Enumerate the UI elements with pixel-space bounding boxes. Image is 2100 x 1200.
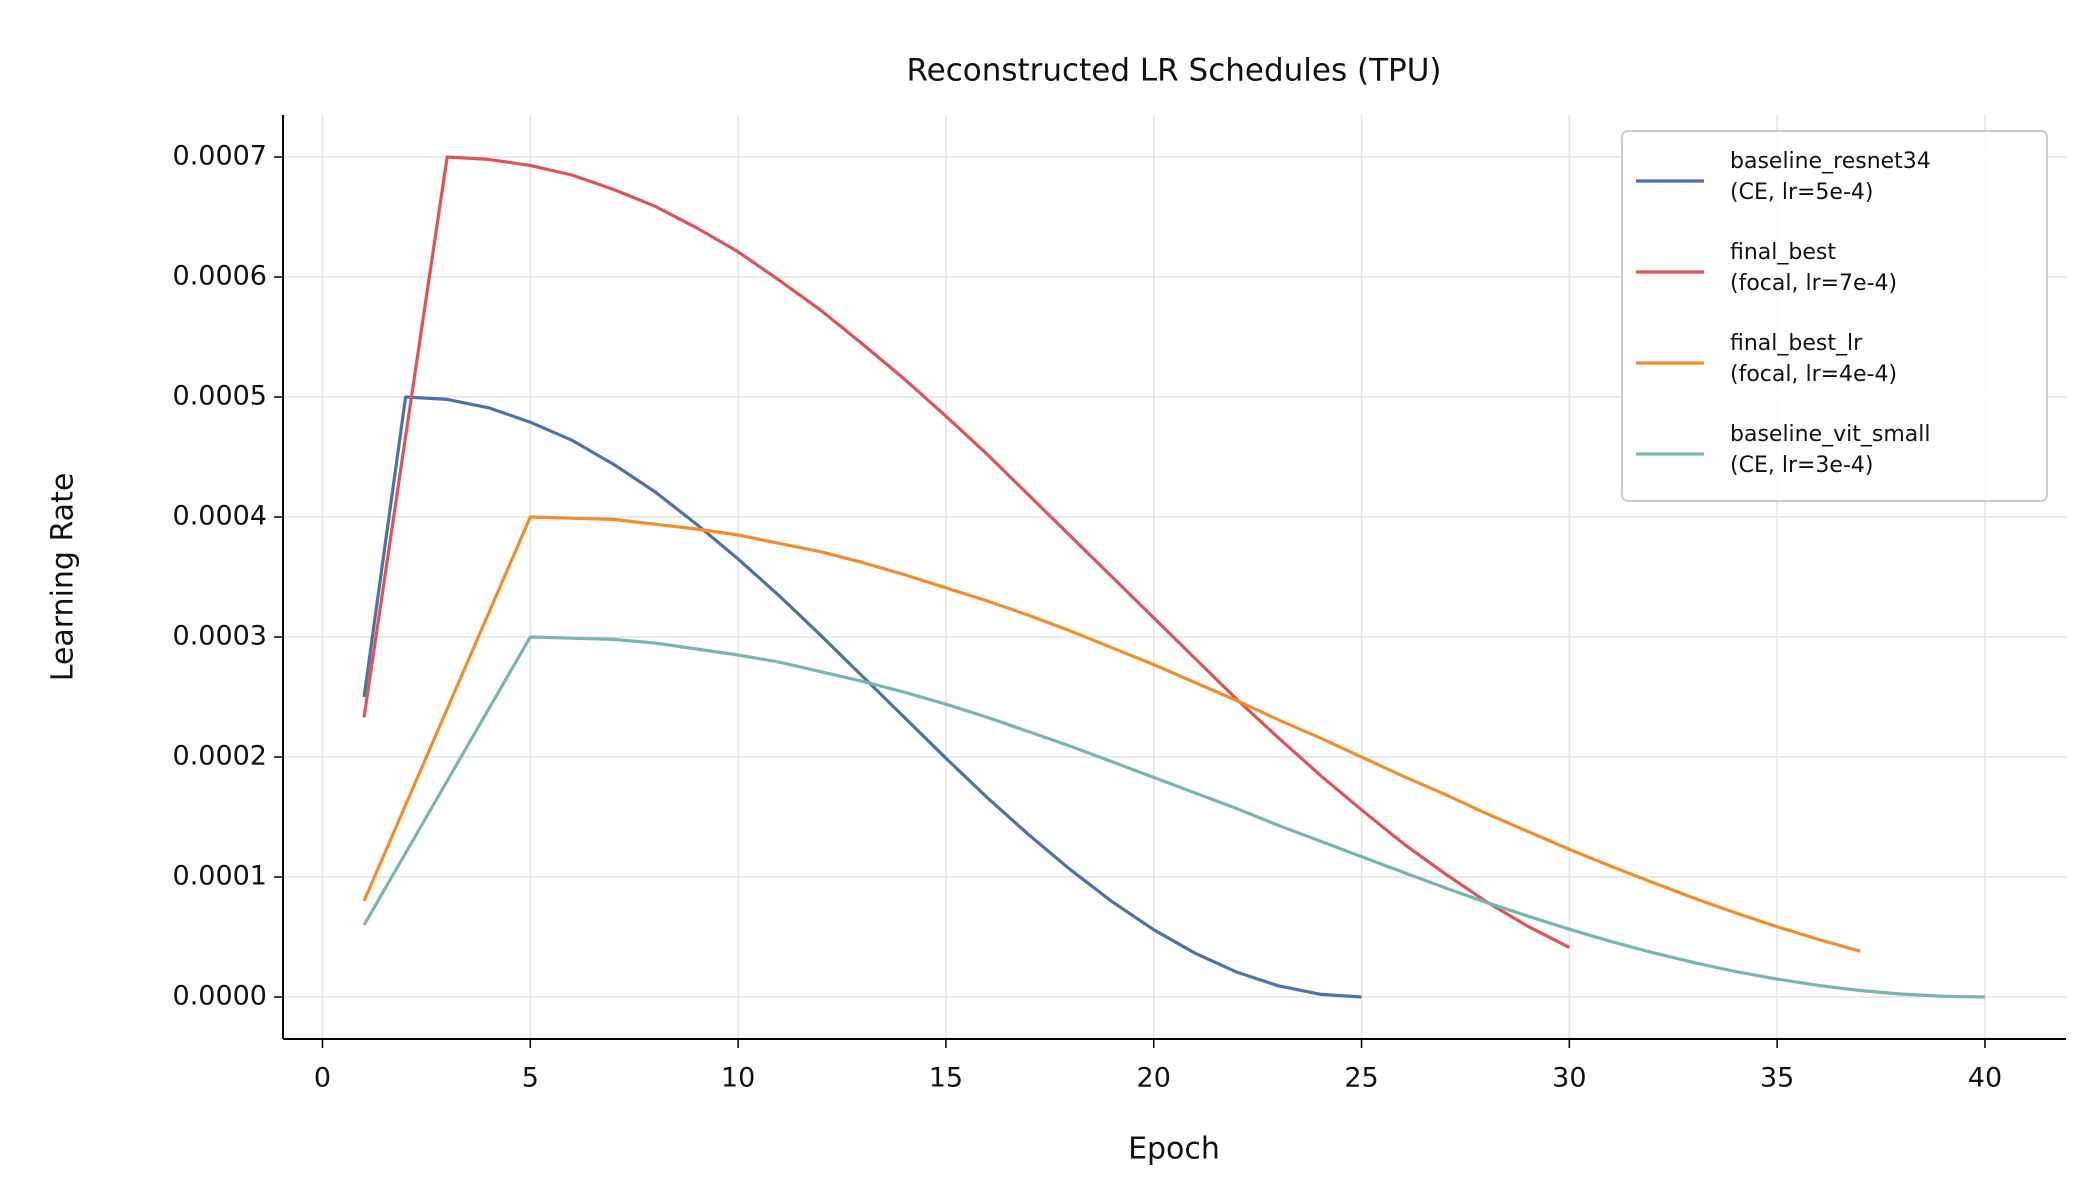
y-tick-label: 0.0001	[173, 861, 267, 892]
x-tick-label: 40	[1968, 1063, 2002, 1094]
series-line	[362, 395, 1362, 999]
series-line	[362, 635, 1985, 999]
y-tick-label: 0.0007	[173, 141, 267, 172]
x-tick-label: 30	[1552, 1063, 1586, 1094]
legend-label: final_best_lr (focal, lr=4e-4)	[1730, 331, 1897, 387]
x-tick-label: 10	[721, 1063, 755, 1094]
x-tick-label: 15	[929, 1063, 963, 1094]
y-tick-label: 0.0002	[173, 741, 267, 772]
y-tick-label: 0.0005	[173, 381, 267, 412]
y-axis-label: Learning Rate	[46, 473, 81, 682]
legend-box	[1621, 130, 2048, 502]
x-tick-label: 35	[1760, 1063, 1794, 1094]
chart-title: Reconstructed LR Schedules (TPU)	[906, 53, 1441, 89]
series-line	[362, 515, 1861, 953]
series-line	[362, 155, 1571, 949]
x-tick-label: 5	[522, 1063, 539, 1094]
y-tick-label: 0.0006	[173, 261, 267, 292]
x-tick-label: 25	[1344, 1063, 1378, 1094]
x-axis-label: Epoch	[1128, 1132, 1220, 1167]
legend-label: baseline_resnet34 (CE, lr=5e-4)	[1730, 149, 1931, 205]
lines	[362, 155, 1985, 999]
x-tick-label: 20	[1137, 1063, 1171, 1094]
y-tick-label: 0.0004	[173, 501, 267, 532]
y-tick-label: 0.0003	[173, 621, 267, 652]
y-tick-label: 0.0000	[173, 981, 267, 1012]
legend-label: baseline_vit_small (CE, lr=3e-4)	[1730, 422, 1931, 478]
x-tick-label: 0	[314, 1063, 331, 1094]
legend-label: final_best (focal, lr=7e-4)	[1730, 240, 1897, 296]
